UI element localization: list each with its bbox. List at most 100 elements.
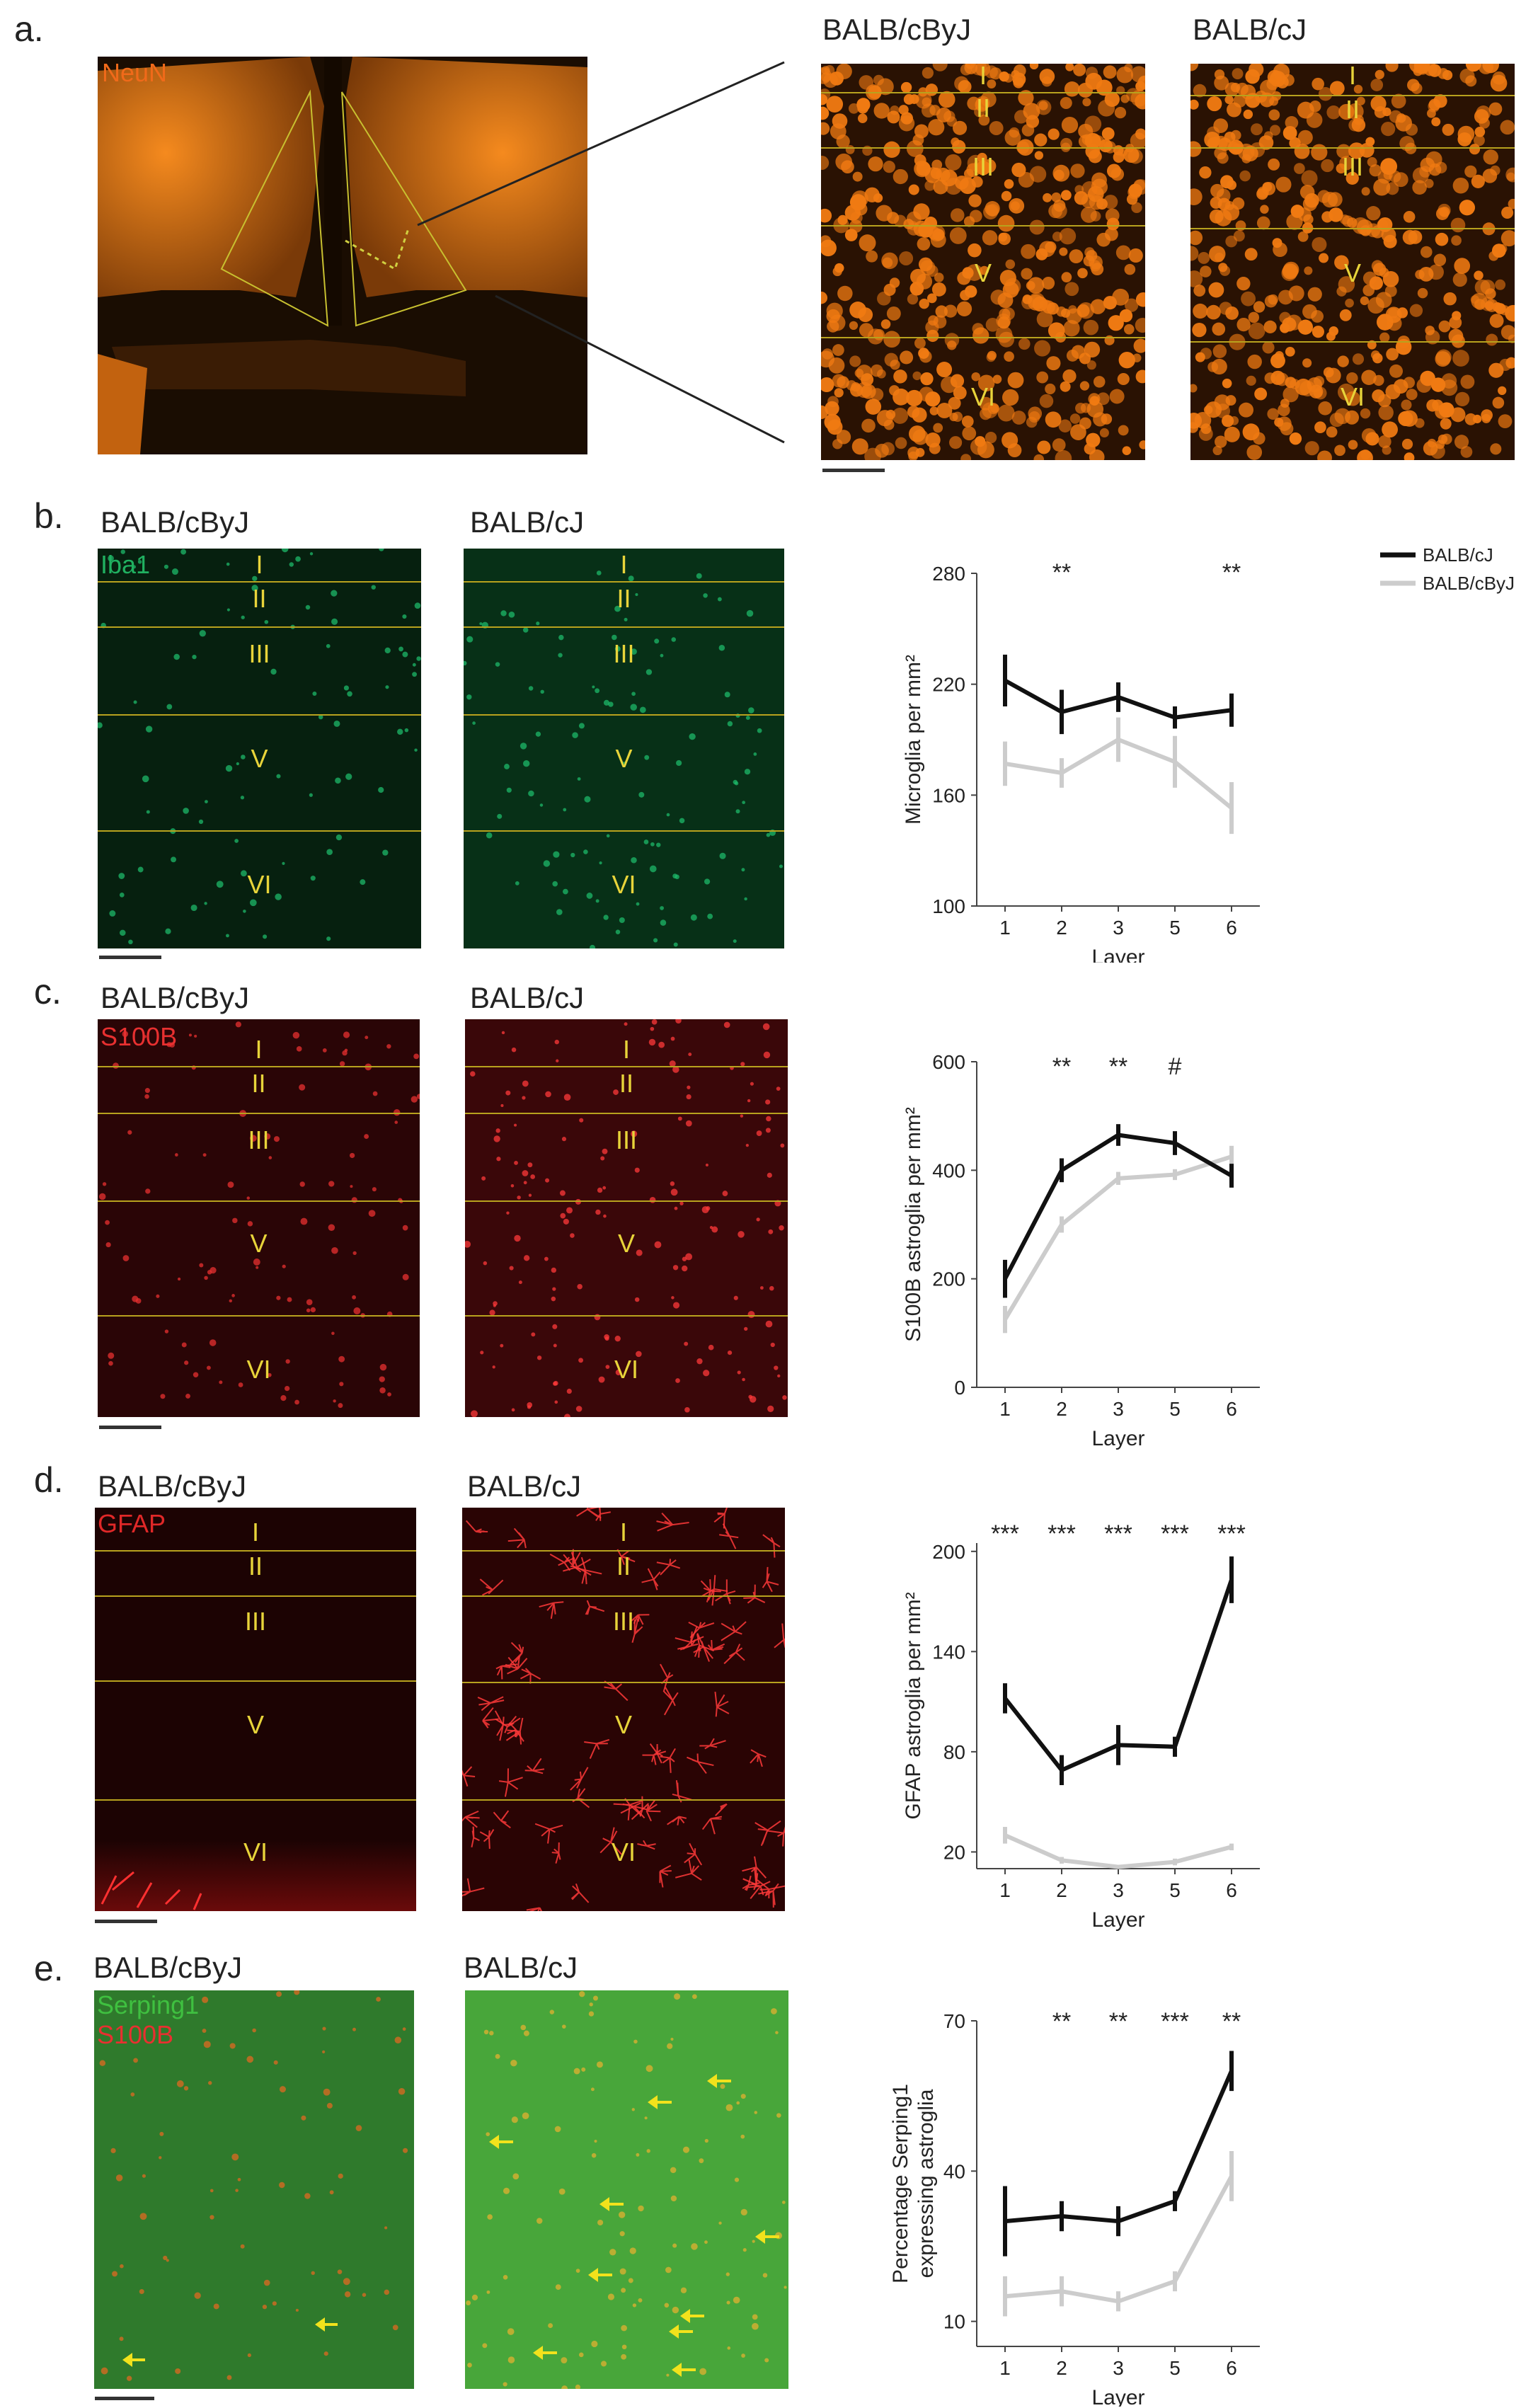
arrow-layer xyxy=(489,2074,779,2377)
iba1-cj-image: I II III V VI xyxy=(464,549,784,948)
y-tick-label: 20 xyxy=(943,1841,965,1863)
scale-bar xyxy=(95,2397,154,2400)
layer-label: V xyxy=(615,744,633,773)
x-tick-label: 2 xyxy=(1056,917,1067,939)
significance-marker: ** xyxy=(1222,559,1241,586)
layer-label: V xyxy=(617,1229,636,1258)
x-tick-label: 5 xyxy=(1169,1879,1181,1901)
neun-zoom-cj-image: I II III V VI xyxy=(1190,64,1515,460)
neun-zoom-cbyj-image: I II III V VI xyxy=(821,64,1145,460)
s100b-cj-cells xyxy=(465,1019,787,1417)
layer-label: I xyxy=(255,1035,263,1064)
layer-label: V xyxy=(246,1710,265,1739)
layer-label: VI xyxy=(243,1837,268,1867)
layer-label: III xyxy=(613,639,635,668)
significance-marker: *** xyxy=(991,1520,1019,1547)
y-tick-label: 200 xyxy=(932,1268,965,1290)
serping1-cbyj-image: Serping1 S100B xyxy=(94,1990,414,2389)
x-tick-label: 3 xyxy=(1113,2357,1124,2379)
x-axis-label: Layer xyxy=(1091,946,1144,963)
y-axis-label: GFAP astroglia per mm² xyxy=(902,1592,925,1819)
layer-label: I xyxy=(256,550,263,579)
panel-b-strain-left: BALB/cByJ xyxy=(101,505,250,539)
iba1-cbyj-cells xyxy=(98,549,421,945)
iba1-cbyj-image: Iba1 I II III V VI xyxy=(98,549,421,948)
y-tick-label: 10 xyxy=(943,2311,965,2333)
legend-label: BALB/cJ xyxy=(1423,544,1493,566)
x-tick-label: 1 xyxy=(999,1879,1011,1901)
layer-label: III xyxy=(615,1125,638,1154)
layer-label: V xyxy=(1343,258,1362,287)
panel-e-strain-right: BALB/cJ xyxy=(464,1951,578,1984)
layer-label: I xyxy=(1348,64,1357,90)
layer-label: II xyxy=(616,1552,631,1581)
layer-label: I xyxy=(979,64,987,90)
layer-label: II xyxy=(251,1069,266,1098)
layer-label: V xyxy=(250,1229,268,1258)
iba1-stain-label: Iba1 xyxy=(101,550,151,579)
arrow-icon xyxy=(755,2230,779,2244)
layer-label: I xyxy=(622,1035,631,1064)
layer-label: II xyxy=(248,1552,263,1581)
layer-label: V xyxy=(974,258,992,287)
x-tick-label: 3 xyxy=(1113,1879,1124,1901)
scale-bar xyxy=(822,469,885,472)
panel-c-strain-left: BALB/cByJ xyxy=(101,981,250,1014)
significance-marker: *** xyxy=(1161,1520,1189,1547)
layer-label: V xyxy=(614,1710,633,1739)
y-tick-label: 0 xyxy=(954,1377,965,1399)
gfap-cbyj-image: GFAP I II III V VI xyxy=(95,1508,416,1911)
layer-label: II xyxy=(975,93,991,122)
x-tick-label: 6 xyxy=(1226,1879,1237,1901)
arrow-icon xyxy=(669,2324,693,2339)
panel-e-strain-left: BALB/cByJ xyxy=(93,1951,243,1984)
y-tick-label: 40 xyxy=(943,2160,965,2182)
gfap-cbyj-graphic xyxy=(95,1840,416,1911)
x-tick-label: 2 xyxy=(1056,1879,1067,1901)
y-tick-label: 70 xyxy=(943,2010,965,2032)
legend-label: BALB/cByJ xyxy=(1423,573,1515,594)
s100b-cj-image: I II III V VI xyxy=(465,1019,788,1417)
x-tick-label: 6 xyxy=(1226,917,1237,939)
chart-gfap: 20 80 140 200 1 2 3 5 6 Layer GFAP astroglia per m… xyxy=(902,1520,1260,1932)
y-tick-label: 140 xyxy=(932,1641,965,1663)
layer-label: II xyxy=(619,1069,634,1098)
x-tick-label: 6 xyxy=(1226,2357,1237,2379)
serping1-cbyj-cells xyxy=(99,1990,408,2381)
neun-overview-image: NeuN xyxy=(98,57,587,454)
series-balb-cbyj xyxy=(1003,2151,1234,2317)
x-tick-label: 1 xyxy=(999,917,1011,939)
series-balb-cj xyxy=(1003,654,1234,735)
scale-bar xyxy=(99,1426,161,1429)
arrow-icon xyxy=(680,2309,704,2323)
series-balb-cj xyxy=(1003,2051,1234,2257)
y-tick-label: 200 xyxy=(932,1541,965,1563)
x-tick-label: 1 xyxy=(999,1398,1011,1420)
layer-label: II xyxy=(252,584,267,613)
neun-zoom-cj-cells xyxy=(1190,64,1515,460)
series-balb-cj xyxy=(1003,1556,1234,1786)
significance-marker: # xyxy=(1169,1053,1182,1080)
series-balb-cbyj xyxy=(1003,1827,1234,1869)
s100b-cbyj-image: S100B I II III V VI xyxy=(98,1019,420,1417)
layer-label: VI xyxy=(970,382,996,411)
neun-zoom-cbyj-cells xyxy=(821,64,1145,460)
y-tick-label: 220 xyxy=(932,674,965,696)
significance-marker: ** xyxy=(1052,1053,1071,1080)
significance-marker: *** xyxy=(1161,2008,1189,2035)
s100b-stain-label: S100B xyxy=(101,1022,178,1051)
x-tick-label: 6 xyxy=(1226,1398,1237,1420)
x-tick-label: 5 xyxy=(1169,2357,1181,2379)
layer-label: I xyxy=(620,550,628,579)
x-tick-label: 3 xyxy=(1113,917,1124,939)
series-line xyxy=(1003,1133,1233,1280)
layer-label: V xyxy=(251,744,268,773)
arrow-icon xyxy=(648,2095,672,2109)
y-tick-label: 400 xyxy=(932,1159,965,1181)
x-axis-label: Layer xyxy=(1091,2386,1144,2407)
series-line xyxy=(1004,1833,1232,1869)
panel-b-letter: b. xyxy=(34,496,64,536)
layer-label: II xyxy=(616,584,631,613)
panel-d-strain-left: BALB/cByJ xyxy=(98,1469,247,1503)
series-line xyxy=(1004,2174,1234,2304)
